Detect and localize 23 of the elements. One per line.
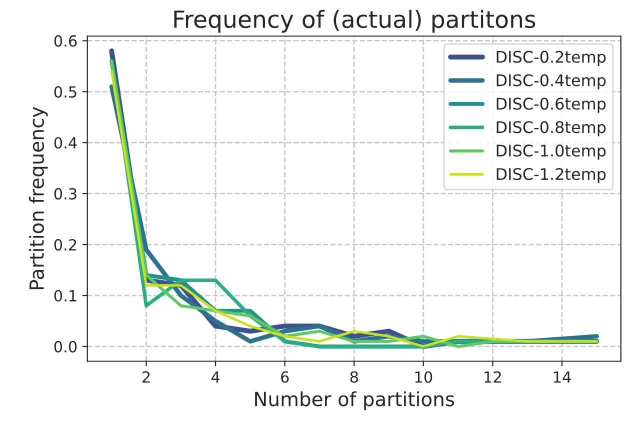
x-tick-label: 10 — [415, 371, 432, 383]
chart-title: Frequency of (actual) partitons — [174, 10, 536, 33]
y-tick-label: 0.3 — [54, 188, 76, 200]
y-tick-label: 0.4 — [54, 137, 77, 149]
y-tick-label: 0.1 — [54, 290, 76, 302]
y-tick-label: 0.0 — [54, 340, 77, 352]
legend-label: DISC-1.0temp — [496, 144, 606, 160]
y-tick-label: 0.2 — [54, 239, 76, 251]
legend-label: DISC-0.8temp — [496, 121, 606, 136]
x-tick-label: 8 — [350, 371, 358, 383]
x-axis-title: Number of partitions — [255, 391, 454, 410]
x-tick-label: 2 — [142, 371, 150, 383]
y-tick-label: 0.6 — [54, 35, 77, 47]
legend-label: DISC-0.4temp — [496, 74, 606, 90]
legend-label: DISC-0.6temp — [496, 98, 606, 113]
x-tick-label: 6 — [281, 371, 289, 383]
y-tick-label: 0.5 — [54, 86, 76, 98]
y-axis-title: Partition frequency — [28, 106, 48, 290]
x-tick-label: 12 — [484, 371, 501, 383]
x-tick-label: 4 — [211, 371, 220, 383]
legend-label: DISC-0.2temp — [496, 50, 606, 66]
legend-label: DISC-1.2temp — [496, 168, 606, 184]
x-tick-label: 14 — [554, 371, 571, 383]
